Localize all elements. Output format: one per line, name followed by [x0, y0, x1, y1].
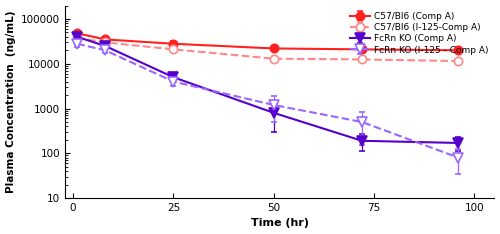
Y-axis label: Plasma Concentration  (ng/mL): Plasma Concentration (ng/mL) [6, 11, 16, 193]
X-axis label: Time (hr): Time (hr) [251, 219, 309, 228]
Legend: C57/Bl6 (Comp A), C57/Bl6 (I-125-Comp A), FcRn KO (Comp A), FcRn KO (I-125 - Com: C57/Bl6 (Comp A), C57/Bl6 (I-125-Comp A)… [346, 8, 492, 58]
